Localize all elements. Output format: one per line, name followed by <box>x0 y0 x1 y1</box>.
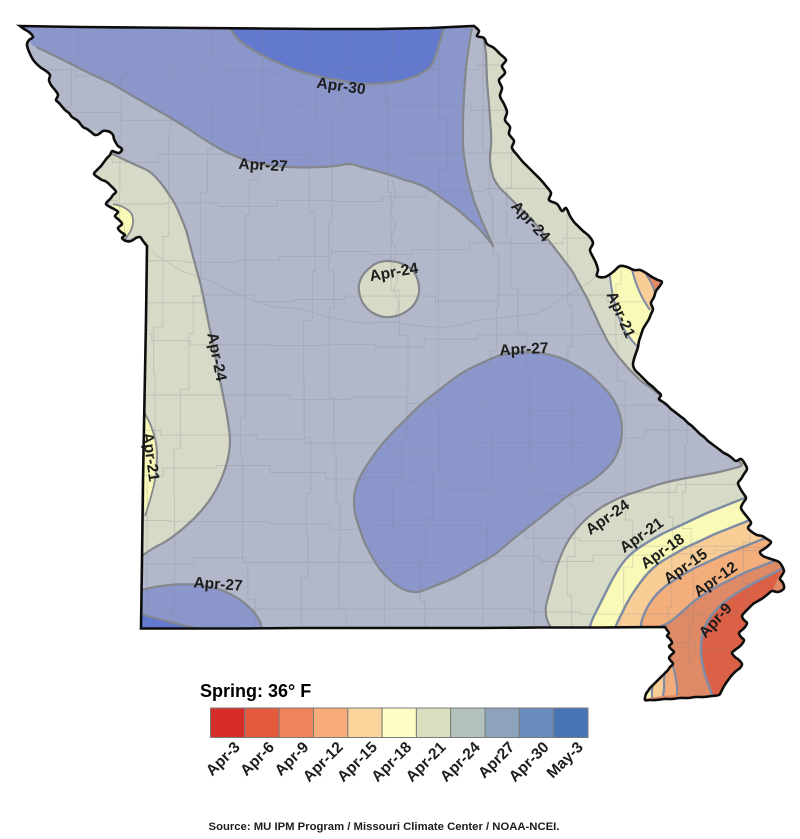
svg-text:Source: MU IPM Program / Misso: Source: MU IPM Program / Missouri Climat… <box>209 821 560 833</box>
svg-text:Apr-3: Apr-3 <box>203 739 244 780</box>
svg-text:Apr-27: Apr-27 <box>193 574 243 594</box>
svg-text:May-3: May-3 <box>544 739 587 782</box>
svg-text:Spring: 36° F: Spring: 36° F <box>200 681 311 701</box>
svg-text:Apr-27: Apr-27 <box>499 340 549 360</box>
svg-text:Apr-6: Apr-6 <box>237 739 278 780</box>
svg-text:Apr-21: Apr-21 <box>139 431 163 482</box>
svg-text:Apr-27: Apr-27 <box>238 156 288 176</box>
svg-text:Apr-30: Apr-30 <box>316 75 367 99</box>
